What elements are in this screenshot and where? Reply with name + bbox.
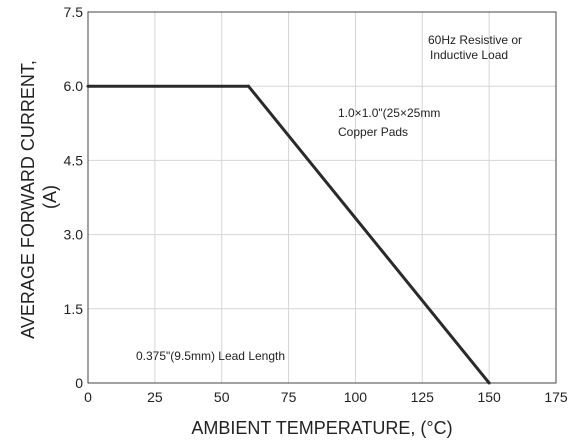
x-tick-label: 0	[84, 389, 92, 405]
x-axis-label: AMBIENT TEMPERATURE, (°C)	[191, 418, 452, 438]
grid	[87, 11, 557, 384]
y-tick-label: 1.5	[64, 301, 84, 317]
svg-text:AVERAGE FORWARD CURRENT,: AVERAGE FORWARD CURRENT, (A)	[18, 55, 60, 339]
annotation-lead: 0.375"(9.5mm) Lead Length	[136, 349, 285, 363]
y-tick-label: 7.5	[64, 4, 84, 20]
annotation-line: 60Hz Resistive or	[428, 33, 522, 47]
annotation-load: 60Hz Resistive or Inductive Load	[428, 33, 525, 62]
y-tick-label: 6.0	[64, 78, 84, 94]
y-tick-label: 3.0	[64, 227, 84, 243]
annotation-line: 1.0×1.0"(25×25mm	[338, 106, 440, 120]
x-tick-label: 100	[344, 389, 368, 405]
annotation-line: Inductive Load	[430, 48, 508, 62]
y-axis-label-line: (A)	[40, 185, 60, 209]
annotation-pads: 1.0×1.0"(25×25mm Copper Pads	[338, 106, 444, 139]
curve-point	[86, 84, 90, 88]
annotation-line: Copper Pads	[338, 125, 408, 139]
y-tick-label: 0	[75, 375, 83, 391]
x-tick-label: 75	[281, 389, 297, 405]
y-axis-label: AVERAGE FORWARD CURRENT, (A)	[18, 55, 60, 339]
curve-point	[246, 84, 250, 88]
y-tick-label: 4.5	[64, 152, 84, 168]
annotation-line: 0.375"(9.5mm) Lead Length	[136, 349, 285, 363]
x-tick-label: 175	[544, 389, 568, 405]
y-axis-label-line: AVERAGE FORWARD CURRENT,	[18, 60, 38, 339]
x-tick-label: 150	[477, 389, 501, 405]
y-tick-labels: 0 1.5 3.0 4.5 6.0 7.5	[64, 4, 84, 391]
x-tick-label: 125	[411, 389, 435, 405]
x-tick-label: 50	[214, 389, 230, 405]
plot-frame	[87, 11, 557, 384]
x-tick-labels: 0 25 50 75 100 125 150 175	[84, 389, 568, 405]
curve-point	[487, 381, 491, 385]
x-tick-label: 25	[147, 389, 163, 405]
